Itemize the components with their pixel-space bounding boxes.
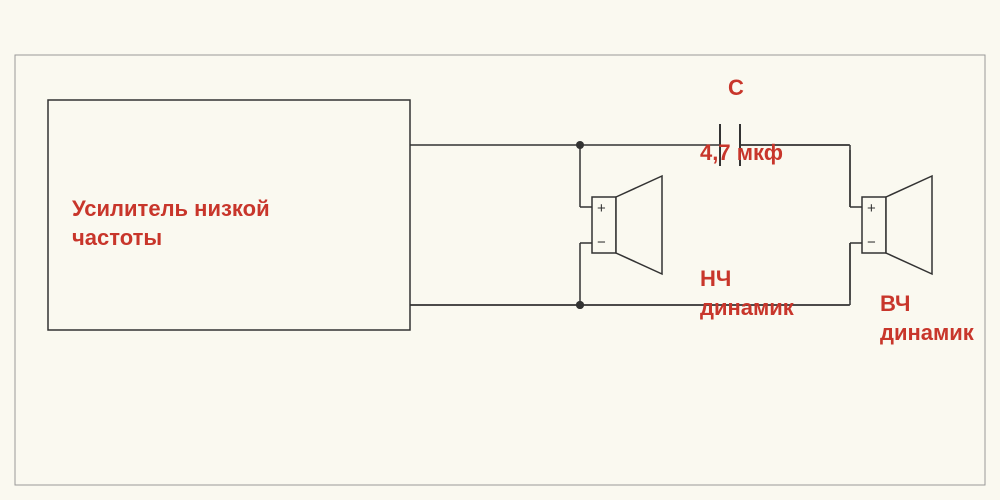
lf-plus: + <box>597 200 606 217</box>
lf-minus: − <box>597 234 606 251</box>
capacitor-designator: С <box>728 75 744 101</box>
speaker-hf-label-text: ВЧдинамик <box>880 291 974 345</box>
speaker-lf-label: НЧдинамик <box>700 265 794 322</box>
capacitor-value: 4,7 мкф <box>700 140 783 166</box>
hf-minus: − <box>867 234 876 251</box>
speaker-hf-label: ВЧдинамик <box>880 290 974 347</box>
amplifier-label-text: Усилитель низкойчастоты <box>72 196 270 250</box>
speaker-lf-label-text: НЧдинамик <box>700 266 794 320</box>
amplifier-label: Усилитель низкойчастоты <box>72 195 270 252</box>
hf-plus: + <box>867 200 876 217</box>
